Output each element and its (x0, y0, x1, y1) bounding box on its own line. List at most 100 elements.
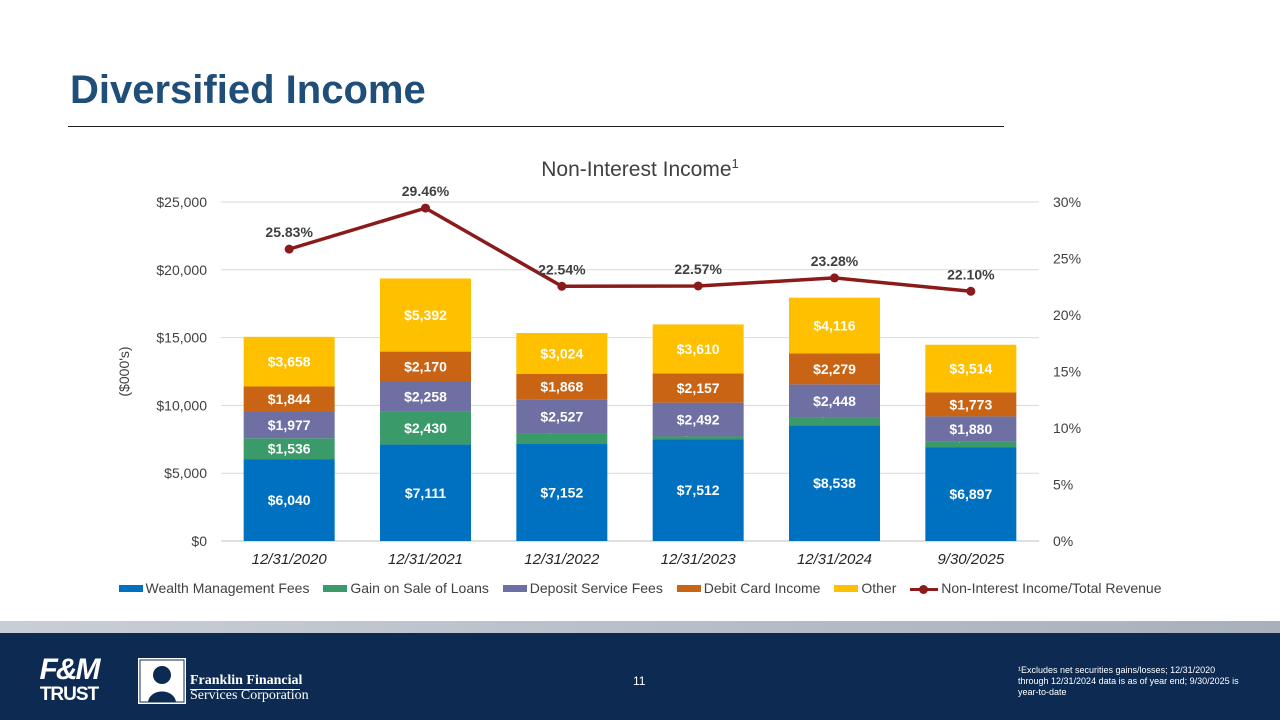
bar-segment (243, 459, 335, 541)
bar-data-label: $2,258 (404, 388, 447, 404)
legend-item-other: Other (834, 580, 896, 596)
legend-swatch-gain (323, 584, 348, 592)
bar-segment (243, 336, 335, 387)
bar-data-label: $2,279 (813, 361, 856, 377)
legend-label-gain: Gain on Sale of Loans (350, 580, 489, 596)
legend-label-ratio: Non-Interest Income/Total Revenue (941, 580, 1162, 596)
bar-segment (516, 399, 608, 434)
legend-label-deposit: Deposit Service Fees (529, 580, 663, 596)
bar-segment (516, 433, 608, 445)
legend-label-debit: Debit Card Income (703, 580, 821, 596)
bar-data-label: $2,448 (813, 393, 856, 409)
y2-tick-label: 15% (1053, 364, 1081, 380)
bar-segment (652, 373, 744, 403)
bar-segment (243, 386, 335, 412)
legend-swatch-debit (676, 584, 701, 592)
bar-data-label: $1,868 (540, 379, 583, 395)
ratio-data-label: 23.28% (811, 253, 859, 269)
bar-segment (925, 416, 1017, 442)
bar-segment (243, 438, 335, 460)
bar-segment (925, 441, 1017, 448)
bar-segment (380, 351, 471, 382)
bar-segment (789, 425, 880, 541)
legend-item-gain: Gain on Sale of Loans (323, 580, 489, 596)
bar-data-label: $1,844 (268, 391, 311, 407)
ratio-data-label: 22.10% (947, 266, 995, 282)
x-tick-label: 9/30/2025 (937, 551, 1004, 568)
y2-tick-label: 25% (1053, 251, 1081, 267)
title-divider (68, 126, 1004, 127)
bar-data-label: $3,514 (949, 361, 992, 377)
y2-tick-label: 30% (1053, 194, 1081, 210)
ratio-data-label: 29.46% (402, 183, 450, 199)
ratio-data-label: 22.54% (538, 261, 586, 277)
bar-segment (516, 444, 608, 541)
ratio-point (966, 286, 976, 296)
legend-label-other: Other (861, 580, 897, 596)
bar-data-label: $2,430 (404, 420, 447, 436)
bar-segment (380, 381, 471, 412)
bar-data-label: $2,170 (404, 358, 447, 374)
footer-band (0, 621, 1280, 633)
ratio-point (557, 281, 567, 291)
chart-title-superscript: 1 (732, 156, 739, 171)
legend-swatch-ratio (910, 584, 939, 595)
x-tick-label: 12/31/2022 (524, 551, 600, 568)
bar-data-label: $1,773 (949, 396, 992, 412)
bar-segment (380, 278, 471, 352)
bar-data-label: $3,658 (268, 354, 311, 370)
y-tick-label: $5,000 (164, 465, 207, 481)
x-tick-label: 12/31/2023 (661, 551, 737, 568)
x-tick-label: 12/31/2024 (797, 551, 872, 568)
bar-data-label: $3,610 (677, 341, 720, 357)
chart-legend: Wealth Management Fees Gain on Sale of L… (0, 580, 1280, 596)
bar-segment (789, 297, 880, 354)
bar-data-label: $7,111 (405, 485, 446, 501)
page-title: Diversified Income (70, 68, 426, 112)
bar-segment (925, 447, 1017, 541)
footer: F&M TRUST Franklin Financial Services Co… (0, 633, 1280, 720)
ratio-point (421, 203, 430, 213)
ffsc-logo-rule (190, 689, 300, 690)
x-tick-label: 12/31/2021 (388, 551, 463, 568)
ratio-data-label: 22.57% (674, 261, 722, 277)
bar-data-label: $3,024 (540, 345, 583, 361)
legend-swatch-deposit (502, 584, 527, 592)
ffsc-emblem-icon (138, 658, 186, 704)
chart-title: Non-Interest Income1 (541, 156, 739, 181)
legend-label-wealth: Wealth Management Fees (145, 580, 310, 596)
ratio-point (830, 273, 839, 283)
bar-data-label: $2,492 (677, 412, 720, 428)
legend-item-debit: Debit Card Income (676, 580, 821, 596)
bar-segment (925, 344, 1017, 393)
bar-segment (380, 411, 471, 445)
y-tick-label: $20,000 (156, 262, 207, 278)
bar-segment (516, 373, 608, 400)
legend-swatch-other (834, 584, 859, 592)
bar-data-label: $6,897 (949, 486, 992, 502)
bar-data-label: $5,392 (404, 307, 447, 323)
bar-data-label: $2,157 (677, 380, 720, 396)
ratio-point (693, 281, 703, 291)
ffsc-logo-text: Franklin Financial Services Corporation (190, 673, 309, 704)
bar-data-label: $7,152 (540, 485, 583, 501)
bar-segment (789, 353, 880, 385)
legend-item-deposit: Deposit Service Fees (502, 580, 663, 596)
y-tick-label: $25,000 (156, 194, 207, 210)
page-number: 11 (633, 674, 646, 688)
bar-data-label: $1,977 (268, 417, 311, 433)
y-tick-label: $0 (191, 533, 207, 549)
bar-segment (925, 392, 1017, 417)
bar-segment (380, 444, 471, 541)
ratio-data-label: 25.83% (265, 224, 313, 240)
bar-segment (652, 439, 744, 541)
y2-tick-label: 5% (1053, 477, 1073, 493)
non-interest-income-chart: Non-Interest Income1 $0 $5,000 $10,000 $15,0… (116, 156, 1081, 568)
bar-segment (652, 402, 744, 437)
bar-segment (652, 324, 744, 374)
bar-data-label: $7,512 (677, 482, 720, 498)
ffsc-name-line2: Services Corporation (190, 688, 309, 704)
fm-trust-logo: F&M TRUST (28, 655, 110, 705)
bar-segment (243, 411, 335, 439)
legend-swatch-wealth (118, 584, 143, 592)
